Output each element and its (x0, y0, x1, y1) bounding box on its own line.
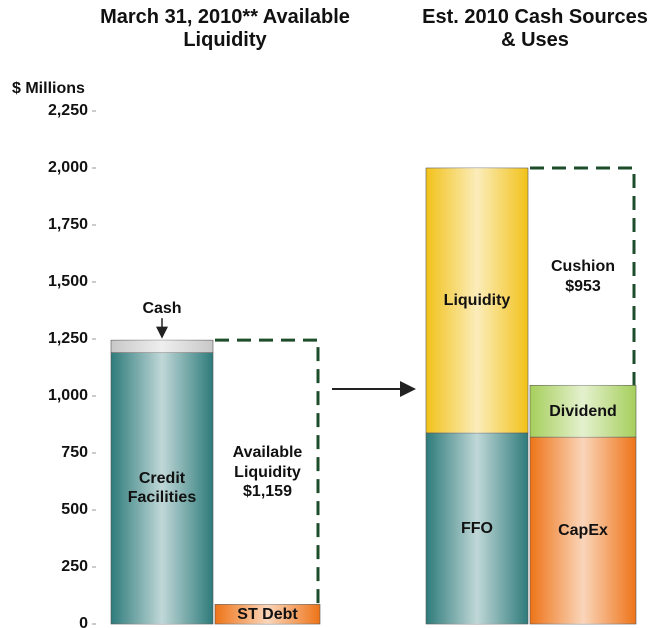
y-axis-label: $ Millions (12, 80, 85, 97)
segment-label: CapEx (530, 437, 636, 624)
segment-label: Credit Facilities (111, 353, 213, 624)
segment-name: Cushion (551, 258, 615, 276)
segment-name: Available Liquidity (232, 444, 303, 481)
y-tick-label: 0 (79, 615, 88, 628)
segment-name: Dividend (549, 402, 617, 420)
group-title: Est. 2010 Cash Sources & Uses (422, 6, 648, 51)
segment-label: Available Liquidity $1,159 (215, 340, 320, 604)
group-title: March 31, 2010** Available Liquidity (100, 6, 350, 51)
y-tick-label: 1,750 (48, 216, 88, 233)
y-tick-label: 1,000 (48, 387, 88, 404)
bar-outline (215, 338, 320, 605)
segment-name: FFO (461, 519, 493, 537)
segment-label: Liquidity (426, 168, 528, 433)
segment-name: CapEx (558, 521, 608, 539)
value-label: $953 (565, 277, 601, 295)
y-tick-label: 750 (61, 444, 88, 461)
segment-name: ST Debt (237, 605, 298, 623)
segment-name: Liquidity (443, 291, 511, 309)
y-tick-label: 2,250 (48, 102, 88, 119)
bar-segment (110, 339, 214, 353)
bar-outline (530, 166, 636, 386)
value-label: $1,159 (243, 482, 292, 500)
segment-label: ST Debt (215, 604, 320, 624)
y-tick-label: 2,000 (48, 159, 88, 176)
segment-label: Cash (111, 298, 213, 318)
y-tick-label: 1,250 (48, 330, 88, 347)
segment-name: Cash (142, 299, 182, 317)
segment-label: Dividend (530, 385, 636, 437)
segment-name: Credit Facilities (127, 470, 197, 507)
y-tick-label: 1,500 (48, 273, 88, 290)
segment-label: FFO (426, 433, 528, 624)
segment-label: Cushion $953 (530, 168, 636, 385)
y-tick-label: 500 (61, 501, 88, 518)
y-tick-label: 250 (61, 558, 88, 575)
